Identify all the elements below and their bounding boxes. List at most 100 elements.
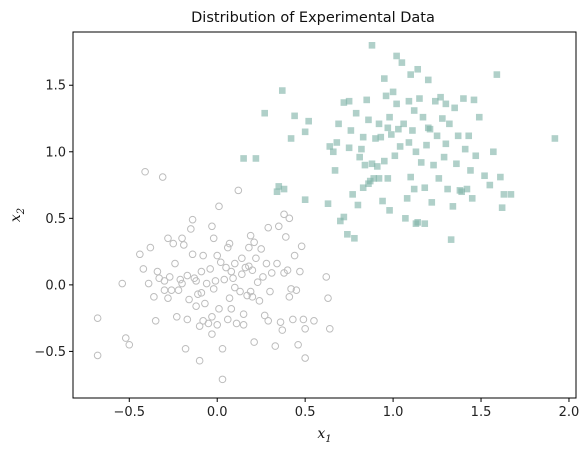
y-axis-label-base: x bbox=[8, 214, 24, 222]
series-2-point bbox=[460, 95, 467, 102]
y-axis-label: x2 bbox=[8, 208, 27, 222]
series-1-point bbox=[195, 356, 204, 365]
series-2-point bbox=[352, 109, 360, 117]
series-1-point bbox=[208, 222, 216, 231]
series-2-point bbox=[391, 152, 399, 160]
series-2-point bbox=[432, 97, 439, 105]
series-2-point bbox=[500, 191, 508, 198]
series-2-point bbox=[405, 139, 413, 146]
series-2-point bbox=[428, 199, 436, 206]
series-2-point bbox=[351, 234, 358, 242]
series-2-point bbox=[412, 220, 420, 227]
series-1-point bbox=[267, 269, 276, 277]
series-1-point bbox=[195, 322, 204, 330]
series-1-point bbox=[201, 299, 209, 308]
series-2-point bbox=[468, 195, 476, 202]
series-2-point bbox=[430, 161, 437, 169]
series-1-point bbox=[209, 285, 218, 293]
y-tick-label: 0.5 bbox=[45, 212, 66, 227]
y-tick-label: 1.5 bbox=[45, 79, 66, 94]
series-2-point bbox=[454, 132, 462, 140]
series-2-point bbox=[252, 155, 260, 162]
series-2-point bbox=[381, 75, 388, 82]
series-1-point bbox=[257, 245, 265, 253]
series-2-point bbox=[458, 188, 465, 196]
series-1-point bbox=[232, 319, 241, 328]
data-points bbox=[93, 42, 559, 384]
series-1-point bbox=[223, 315, 232, 324]
series-2-point bbox=[423, 141, 430, 149]
series-1-point bbox=[209, 234, 218, 243]
series-1-point bbox=[150, 293, 158, 301]
series-1-point bbox=[223, 243, 232, 252]
series-2-point bbox=[261, 109, 268, 117]
series-1-point bbox=[266, 287, 274, 296]
series-1-point bbox=[322, 273, 331, 281]
series-2-point bbox=[412, 148, 420, 156]
series-2-point bbox=[461, 145, 469, 153]
series-1-point bbox=[283, 266, 292, 275]
series-2-point bbox=[291, 112, 298, 120]
series-1-point bbox=[194, 290, 202, 298]
series-2-point bbox=[470, 96, 478, 104]
series-2-point bbox=[349, 191, 356, 198]
series-2-point bbox=[340, 213, 348, 221]
series-2-point bbox=[358, 145, 365, 153]
series-2-point bbox=[435, 175, 443, 182]
series-2-point bbox=[368, 42, 376, 49]
series-2-point bbox=[278, 87, 286, 94]
series-1-point bbox=[325, 324, 334, 333]
series-1-point bbox=[160, 277, 169, 285]
series-2-point bbox=[486, 181, 494, 189]
series-2-point bbox=[368, 160, 376, 168]
series-2-point bbox=[400, 120, 407, 128]
series-2-point bbox=[551, 135, 559, 142]
series-1-point bbox=[176, 275, 185, 284]
x-tick-label: 0.5 bbox=[295, 405, 316, 420]
series-2-point bbox=[275, 183, 283, 190]
series-1-point bbox=[164, 294, 172, 302]
series-2-point bbox=[301, 128, 309, 136]
series-2-point bbox=[375, 175, 383, 182]
series-1-point bbox=[238, 254, 246, 263]
series-2-point bbox=[379, 197, 386, 205]
series-1-point bbox=[171, 259, 179, 268]
series-1-point bbox=[248, 293, 257, 301]
series-1-point bbox=[236, 287, 244, 296]
series-2-point bbox=[377, 133, 385, 141]
series-2-point bbox=[398, 59, 406, 66]
series-2-point bbox=[403, 195, 411, 202]
series-2-point bbox=[388, 131, 395, 138]
series-2-point bbox=[414, 65, 422, 73]
series-2-point bbox=[396, 143, 404, 150]
series-2-point bbox=[386, 207, 393, 214]
series-1-point bbox=[299, 315, 308, 324]
series-2-point bbox=[280, 185, 288, 193]
series-1-point bbox=[229, 274, 237, 283]
series-2-point bbox=[498, 204, 506, 211]
series-2-point bbox=[405, 97, 413, 105]
series-2-point bbox=[373, 163, 381, 170]
series-2-point bbox=[382, 92, 390, 100]
series-2-point bbox=[340, 99, 348, 106]
series-1-point bbox=[218, 375, 227, 384]
series-2-point bbox=[437, 93, 444, 101]
series-1-point bbox=[296, 267, 304, 276]
series-2-point bbox=[363, 96, 371, 104]
series-1-point bbox=[234, 186, 243, 195]
series-2-point bbox=[421, 184, 429, 192]
series-1-point bbox=[93, 351, 102, 360]
series-1-point bbox=[285, 214, 294, 223]
series-1-point bbox=[121, 334, 130, 342]
series-2-point bbox=[375, 120, 383, 128]
y-tick-label: 1.0 bbox=[45, 145, 66, 160]
series-1-point bbox=[259, 273, 267, 281]
series-1-point bbox=[139, 265, 148, 273]
series-1-point bbox=[290, 251, 299, 260]
series-1-point bbox=[172, 313, 181, 321]
series-2-point bbox=[453, 160, 460, 168]
series-2-point bbox=[395, 125, 402, 133]
series-2-point bbox=[337, 217, 344, 225]
